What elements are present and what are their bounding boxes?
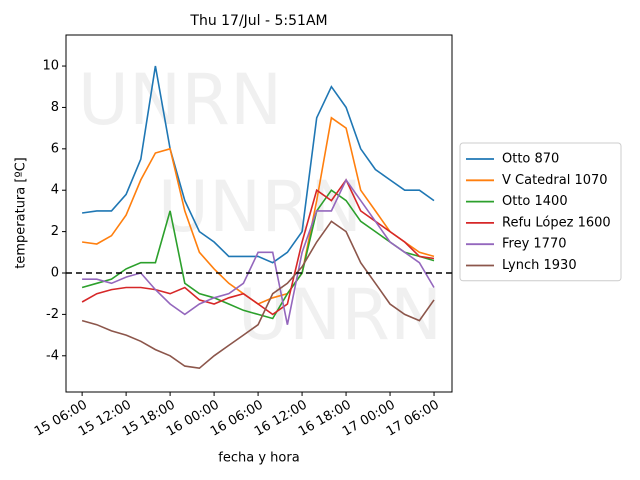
- watermark: UNRN: [158, 166, 363, 248]
- legend-label: Otto 870: [502, 152, 559, 167]
- legend-label: Refu López 1600: [502, 215, 611, 230]
- x-axis-label: fecha y hora: [218, 451, 299, 466]
- series-line: [81, 220, 435, 370]
- y-tick-label: -4: [46, 348, 59, 363]
- y-axis-label: temperatura [ºC]: [14, 157, 29, 268]
- y-tick-label: 10: [42, 59, 59, 74]
- y-tick-label: 8: [51, 100, 59, 115]
- series-line: [81, 189, 435, 320]
- y-tick-label: 6: [51, 141, 59, 156]
- watermark: UNRN: [238, 274, 443, 356]
- y-tick-label: 0: [51, 266, 59, 281]
- y-tick-label: -2: [46, 307, 59, 322]
- legend-label: Lynch 1930: [502, 258, 577, 273]
- legend-label: Frey 1770: [502, 237, 567, 252]
- legend-label: Otto 1400: [502, 194, 568, 209]
- y-tick-label: 2: [51, 224, 59, 239]
- plot-frame: [65, 34, 453, 393]
- watermark: UNRN: [78, 59, 283, 141]
- legend-box: [459, 142, 622, 282]
- chart-title: Thu 17/Jul - 5:51AM: [189, 13, 327, 29]
- y-tick-label: 4: [51, 183, 59, 198]
- series-line: [81, 65, 435, 264]
- legend-label: V Catedral 1070: [502, 173, 608, 188]
